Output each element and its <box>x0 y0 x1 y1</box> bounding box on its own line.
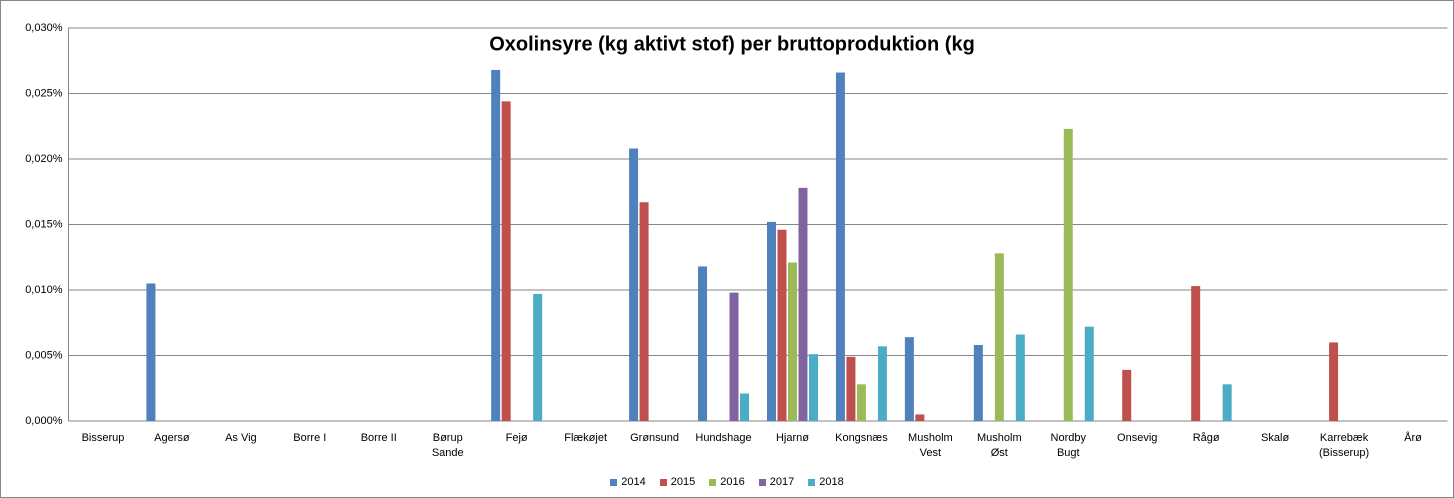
x-tick-label: Flækøjet <box>564 432 607 444</box>
bar <box>639 202 649 421</box>
x-tick-label: As Vig <box>225 432 257 444</box>
bar <box>533 293 543 421</box>
y-tick-label: 0,000% <box>25 415 63 427</box>
x-tick-label: Karrebæk (Bisserup) <box>1319 432 1370 459</box>
bar <box>904 337 914 421</box>
x-tick-label: Musholm Vest <box>908 432 953 459</box>
legend-label: 2018 <box>819 476 844 488</box>
bar <box>846 356 856 421</box>
bar <box>1063 128 1073 421</box>
legend-label: 2015 <box>670 476 696 488</box>
y-tick-label: 0,015% <box>25 218 63 230</box>
x-tick-label: Agersø <box>154 432 190 444</box>
bar <box>777 229 787 421</box>
bar <box>973 345 983 421</box>
legend-item: 2015 <box>659 476 696 488</box>
bar <box>740 393 750 421</box>
x-tick-label: Musholm Øst <box>977 432 1022 459</box>
y-tick-label: 0,025% <box>25 87 63 99</box>
x-tick-label: Årø <box>1404 432 1422 444</box>
legend-item: 2014 <box>610 476 646 488</box>
x-tick-label: Grønsund <box>630 432 680 444</box>
bar <box>1191 286 1201 421</box>
bar <box>1084 326 1094 421</box>
y-tick-label: 0,005% <box>25 349 63 361</box>
bar <box>729 292 739 421</box>
legend-item: 2016 <box>709 476 745 488</box>
bar <box>629 148 639 421</box>
bar <box>835 72 845 421</box>
x-tick-label: Onsevig <box>1117 432 1158 444</box>
legend-swatch <box>758 478 766 486</box>
bar <box>146 283 156 421</box>
bar <box>501 101 511 422</box>
x-tick-label: Børup Sande <box>431 432 464 459</box>
x-tick-label: Fejø <box>505 432 528 444</box>
legend-item: 2018 <box>808 476 844 488</box>
bar <box>798 187 808 421</box>
legend: 2014 2015 2016 2017 2018 <box>0 476 1454 488</box>
bar <box>1329 342 1339 421</box>
y-tick-label: 0,030% <box>25 22 63 34</box>
legend-swatch <box>610 478 618 486</box>
legend-swatch <box>659 478 667 486</box>
bar <box>808 354 818 421</box>
bar <box>766 221 776 421</box>
legend-item: 2017 <box>758 476 795 488</box>
x-tick-label: Rågø <box>1192 432 1220 444</box>
bar <box>1015 334 1025 421</box>
chart-title: Oxolinsyre (kg aktivt stof) per bruttopr… <box>489 33 975 55</box>
x-tick-label: Borre I <box>293 432 327 444</box>
bar <box>1122 369 1132 421</box>
legend-swatch <box>709 478 717 486</box>
x-tick-label: Borre II <box>360 432 397 444</box>
x-tick-label: Nordby Bugt <box>1050 432 1086 459</box>
bar <box>787 262 797 421</box>
x-tick-label: Hjarnø <box>775 432 809 444</box>
bar <box>856 384 866 421</box>
legend-label: 2016 <box>720 476 745 488</box>
bar <box>1222 384 1232 421</box>
bar <box>915 414 925 421</box>
y-tick-label: 0,010% <box>25 284 63 296</box>
legend-label: 2014 <box>621 476 646 488</box>
bar <box>698 266 708 421</box>
y-tick-label: 0,020% <box>25 153 63 165</box>
x-tick-label: Skalø <box>1261 432 1290 444</box>
bar <box>491 69 501 422</box>
x-tick-label: Hundshage <box>695 432 752 444</box>
bar <box>994 253 1004 421</box>
legend-swatch <box>808 478 816 486</box>
legend-label: 2017 <box>769 476 795 488</box>
x-tick-label: Bisserup <box>81 432 125 444</box>
bar <box>877 346 887 421</box>
x-tick-label: Kongsnæs <box>835 432 888 444</box>
